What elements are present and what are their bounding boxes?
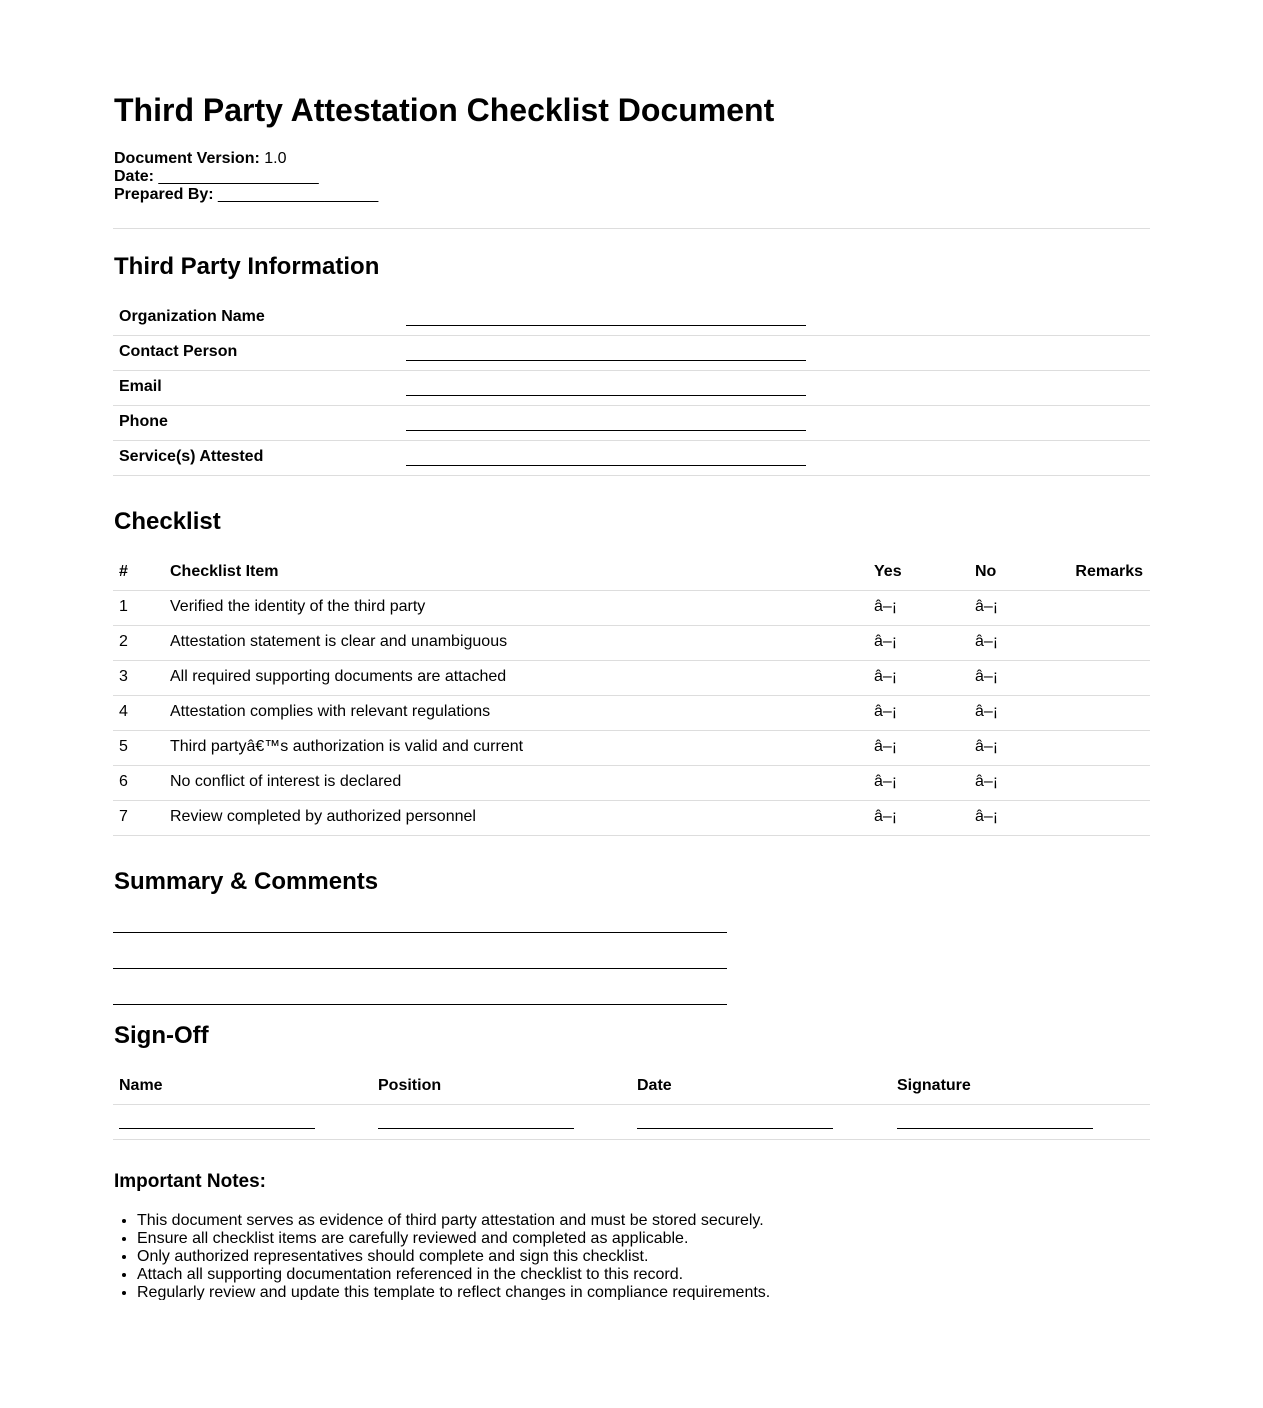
table-row: 1 Verified the identity of the third part… bbox=[113, 590, 1150, 626]
yes-checkbox[interactable]: â–¡ bbox=[874, 668, 898, 685]
field-input-line[interactable] bbox=[406, 395, 806, 396]
document-title: Third Party Attestation Checklist Docume… bbox=[114, 92, 775, 128]
date-line: Date: __________________ bbox=[114, 168, 378, 186]
field-input-line[interactable] bbox=[406, 430, 806, 431]
summary-line[interactable] bbox=[113, 1004, 727, 1005]
field-label: Phone bbox=[119, 413, 168, 430]
summary-line[interactable] bbox=[113, 968, 727, 969]
note-item: This document serves as evidence of thir… bbox=[137, 1212, 770, 1230]
notes-heading: Important Notes: bbox=[114, 1171, 266, 1192]
signoff-input-line[interactable] bbox=[378, 1128, 574, 1129]
note-item: Ensure all checklist items are carefully… bbox=[137, 1230, 770, 1248]
field-input-line[interactable] bbox=[406, 325, 806, 326]
yes-checkbox[interactable]: â–¡ bbox=[874, 773, 898, 790]
item-number: 1 bbox=[119, 598, 128, 615]
yes-checkbox[interactable]: â–¡ bbox=[874, 633, 898, 650]
signoff-row bbox=[113, 1104, 1150, 1140]
column-header: # bbox=[119, 563, 128, 580]
signoff-column-header: Position bbox=[378, 1077, 442, 1094]
summary-line[interactable] bbox=[113, 932, 727, 933]
info-row: Email bbox=[113, 370, 1150, 406]
field-label: Service(s) Attested bbox=[119, 448, 264, 465]
column-header: Remarks bbox=[1075, 563, 1143, 580]
item-text: Attestation complies with relevant regul… bbox=[170, 703, 491, 720]
table-row: 5 Third partyâ€™s authorization is valid … bbox=[113, 730, 1150, 766]
signoff-column-header: Name bbox=[119, 1077, 163, 1094]
item-text: Review completed by authorized personnel bbox=[170, 808, 476, 825]
notes-list: This document serves as evidence of thir… bbox=[113, 1212, 770, 1300]
item-number: 5 bbox=[119, 738, 128, 755]
version-value: 1.0 bbox=[264, 150, 287, 167]
field-input-line[interactable] bbox=[406, 360, 806, 361]
column-header: Yes bbox=[874, 563, 902, 580]
divider bbox=[113, 228, 1150, 229]
table-row: 3 All required supporting documents are a… bbox=[113, 660, 1150, 696]
prepared-line: Prepared By: __________________ bbox=[114, 186, 378, 204]
prepared-label: Prepared By: bbox=[114, 186, 214, 203]
yes-checkbox[interactable]: â–¡ bbox=[874, 738, 898, 755]
field-label: Email bbox=[119, 378, 162, 395]
checklist-heading: Checklist bbox=[114, 508, 221, 535]
no-checkbox[interactable]: â–¡ bbox=[975, 668, 999, 685]
item-text: No conflict of interest is declared bbox=[170, 773, 402, 790]
item-number: 7 bbox=[119, 808, 128, 825]
table-row: 4 Attestation complies with relevant regu… bbox=[113, 695, 1150, 731]
yes-checkbox[interactable]: â–¡ bbox=[874, 808, 898, 825]
no-checkbox[interactable]: â–¡ bbox=[975, 738, 999, 755]
prepared-blank[interactable]: __________________ bbox=[218, 186, 379, 203]
item-number: 2 bbox=[119, 633, 128, 650]
item-text: Attestation statement is clear and unamb… bbox=[170, 633, 508, 650]
no-checkbox[interactable]: â–¡ bbox=[975, 633, 999, 650]
date-blank[interactable]: __________________ bbox=[158, 168, 319, 185]
item-text: All required supporting documents are at… bbox=[170, 668, 507, 685]
item-number: 3 bbox=[119, 668, 128, 685]
column-header: Checklist Item bbox=[170, 563, 279, 580]
no-checkbox[interactable]: â–¡ bbox=[975, 703, 999, 720]
date-label: Date: bbox=[114, 168, 155, 185]
version-label: Document Version: bbox=[114, 150, 260, 167]
field-input-line[interactable] bbox=[406, 465, 806, 466]
item-text: Verified the identity of the third party bbox=[170, 598, 426, 615]
signoff-header: Name Position Date Signature bbox=[113, 1069, 1150, 1105]
document-meta: Document Version: 1.0 Date: ____________… bbox=[114, 150, 378, 204]
item-text: Third partyâ€™s authorization is valid a… bbox=[170, 738, 524, 755]
version-line: Document Version: 1.0 bbox=[114, 150, 378, 168]
signoff-heading: Sign-Off bbox=[114, 1022, 209, 1049]
column-header: No bbox=[975, 563, 997, 580]
no-checkbox[interactable]: â–¡ bbox=[975, 808, 999, 825]
table-row: 7 Review completed by authorized personne… bbox=[113, 800, 1150, 836]
signoff-input-line[interactable] bbox=[119, 1128, 315, 1129]
signoff-input-line[interactable] bbox=[637, 1128, 833, 1129]
info-row: Service(s) Attested bbox=[113, 440, 1150, 476]
info-row: Organization Name bbox=[113, 300, 1150, 336]
note-item: Regularly review and update this templat… bbox=[137, 1284, 770, 1300]
signoff-input-line[interactable] bbox=[897, 1128, 1093, 1129]
info-row: Phone bbox=[113, 405, 1150, 441]
field-label: Organization Name bbox=[119, 308, 265, 325]
note-item: Attach all supporting documentation refe… bbox=[137, 1266, 770, 1284]
no-checkbox[interactable]: â–¡ bbox=[975, 773, 999, 790]
checklist-header: # Checklist Item Yes No Remarks bbox=[113, 555, 1150, 591]
summary-heading: Summary & Comments bbox=[114, 868, 379, 895]
item-number: 4 bbox=[119, 703, 128, 720]
note-item: Only authorized representatives should c… bbox=[137, 1248, 770, 1266]
field-label: Contact Person bbox=[119, 343, 238, 360]
no-checkbox[interactable]: â–¡ bbox=[975, 598, 999, 615]
info-row: Contact Person bbox=[113, 335, 1150, 371]
yes-checkbox[interactable]: â–¡ bbox=[874, 703, 898, 720]
signoff-column-header: Date bbox=[637, 1077, 672, 1094]
info-heading: Third Party Information bbox=[114, 253, 380, 280]
table-row: 6 No conflict of interest is declared â–¡ â… bbox=[113, 765, 1150, 801]
table-row: 2 Attestation statement is clear and unam… bbox=[113, 625, 1150, 661]
item-number: 6 bbox=[119, 773, 128, 790]
signoff-column-header: Signature bbox=[897, 1077, 971, 1094]
yes-checkbox[interactable]: â–¡ bbox=[874, 598, 898, 615]
